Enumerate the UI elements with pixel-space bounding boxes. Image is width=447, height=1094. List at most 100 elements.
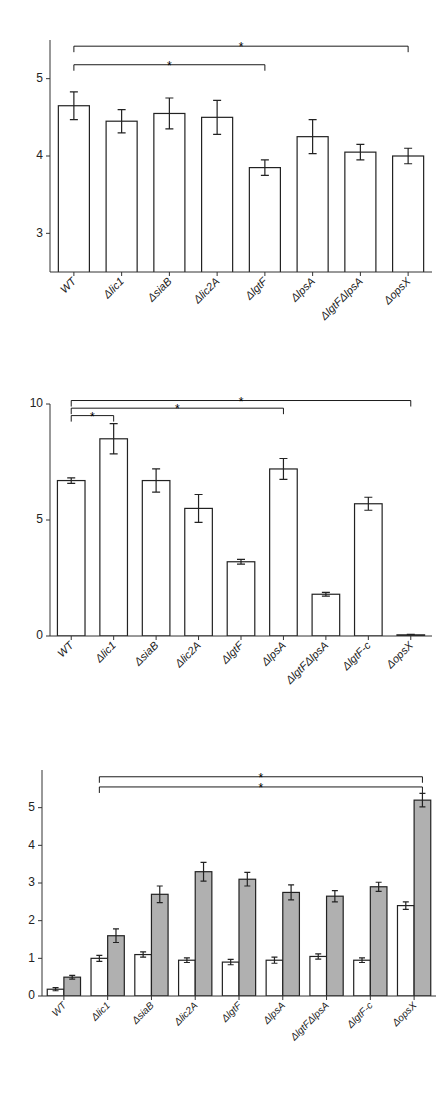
bar — [370, 887, 387, 996]
bar — [310, 956, 327, 996]
x-tick — [325, 636, 326, 640]
x-tick-label: ΔopsX — [389, 999, 419, 1029]
bar — [202, 117, 233, 272]
bar — [270, 469, 298, 636]
x-tick — [151, 996, 152, 1000]
bar — [354, 960, 371, 996]
x-tick-label: ΔlgtF-c — [339, 639, 373, 673]
error-bar — [67, 478, 75, 484]
y-tick — [46, 636, 50, 637]
bar — [222, 962, 239, 996]
bar — [249, 168, 280, 272]
x-tick — [264, 272, 265, 276]
significance-label: * — [90, 410, 95, 424]
y-tick — [46, 520, 50, 521]
significance-label: * — [239, 40, 244, 54]
error-bar — [228, 959, 234, 964]
bar — [179, 960, 196, 996]
x-tick-label: ΔlgtF — [218, 999, 244, 1025]
x-tick-label: ΔlgtFΔlpsA — [287, 999, 331, 1043]
x-tick-label: Δlic2A — [172, 639, 203, 670]
bar — [142, 481, 170, 636]
x-tick-label: ΔlpsA — [258, 639, 288, 669]
x-tick — [408, 272, 409, 276]
bar — [345, 152, 376, 272]
error-bar — [69, 975, 75, 979]
x-tick-label: ΔlgtF — [242, 274, 270, 302]
x-tick-label: ΔsiaB — [144, 275, 174, 305]
bar — [154, 113, 185, 272]
y-tick — [46, 233, 50, 234]
error-bar — [118, 110, 126, 133]
x-tick-label: ΔlpsA — [287, 275, 317, 305]
y-tick-label: 1 — [28, 951, 35, 965]
x-tick-label: ΔsiaB — [129, 999, 156, 1026]
error-bar — [53, 988, 59, 991]
x-tick — [370, 996, 371, 1000]
y-tick-label: 5 — [36, 71, 43, 85]
y-tick-label: 3 — [28, 875, 35, 889]
x-tick-label: Δlic1 — [92, 639, 118, 665]
error-bar — [96, 955, 102, 961]
x-tick — [156, 636, 157, 640]
y-tick — [38, 807, 42, 808]
error-bar — [309, 120, 317, 154]
x-tick-label: WT — [58, 274, 79, 295]
y-tick-label: 5 — [28, 800, 35, 814]
x-tick-label: ΔlgtFΔlpsA — [317, 275, 365, 323]
x-tick — [107, 996, 108, 1000]
panel: 345WTΔlic1ΔsiaBΔlic2AΔlgtFΔlpsAΔlgtFΔlps… — [36, 40, 432, 465]
bar — [266, 960, 283, 996]
bar — [135, 955, 152, 996]
y-tick-label: 2 — [28, 913, 35, 927]
x-tick-label: ΔopsX — [383, 638, 416, 671]
error-bar — [288, 885, 294, 900]
x-tick — [169, 272, 170, 276]
error-bar — [376, 882, 382, 891]
error-bar — [237, 559, 245, 564]
significance-label: * — [167, 59, 172, 73]
x-tick-label: Δlic2A — [190, 275, 221, 306]
y-tick — [46, 156, 50, 157]
plot-area — [57, 424, 424, 636]
y-tick — [38, 920, 42, 921]
bar — [195, 872, 212, 996]
bar — [283, 892, 300, 996]
y-tick — [38, 845, 42, 846]
x-tick — [195, 996, 196, 1000]
error-bar — [322, 592, 330, 596]
y-tick-label: 0 — [36, 628, 43, 642]
error-bar — [195, 494, 203, 522]
y-tick — [38, 958, 42, 959]
error-bar — [271, 957, 277, 963]
y-tick-label: 5 — [36, 512, 43, 526]
error-bar — [364, 497, 372, 510]
x-tick — [239, 996, 240, 1000]
figure: 345WTΔlic1ΔsiaBΔlic2AΔlgtFΔlpsAΔlgtFΔlps… — [0, 0, 447, 1094]
significance-label: * — [175, 402, 180, 416]
error-bar — [184, 958, 190, 963]
error-bar — [244, 872, 250, 886]
error-bar — [113, 929, 119, 943]
error-bar — [261, 160, 269, 175]
x-tick-label: ΔopsX — [380, 274, 413, 307]
bar — [414, 800, 431, 996]
error-bar — [201, 862, 207, 881]
bar — [151, 894, 168, 996]
bar — [297, 137, 328, 272]
x-tick-label: WT — [55, 638, 76, 659]
significance-label: * — [259, 771, 264, 785]
bar — [100, 439, 128, 636]
x-tick — [312, 272, 313, 276]
bar — [106, 121, 137, 272]
y-tick — [38, 996, 42, 997]
error-bar — [419, 793, 425, 807]
error-bar — [356, 144, 364, 159]
x-tick-label: ΔlgtF — [218, 638, 246, 666]
error-bar — [70, 92, 78, 120]
bar — [393, 156, 424, 272]
plot-area — [47, 793, 430, 996]
error-bar — [140, 952, 146, 957]
error-bar — [157, 886, 163, 903]
error-bar — [404, 148, 412, 163]
